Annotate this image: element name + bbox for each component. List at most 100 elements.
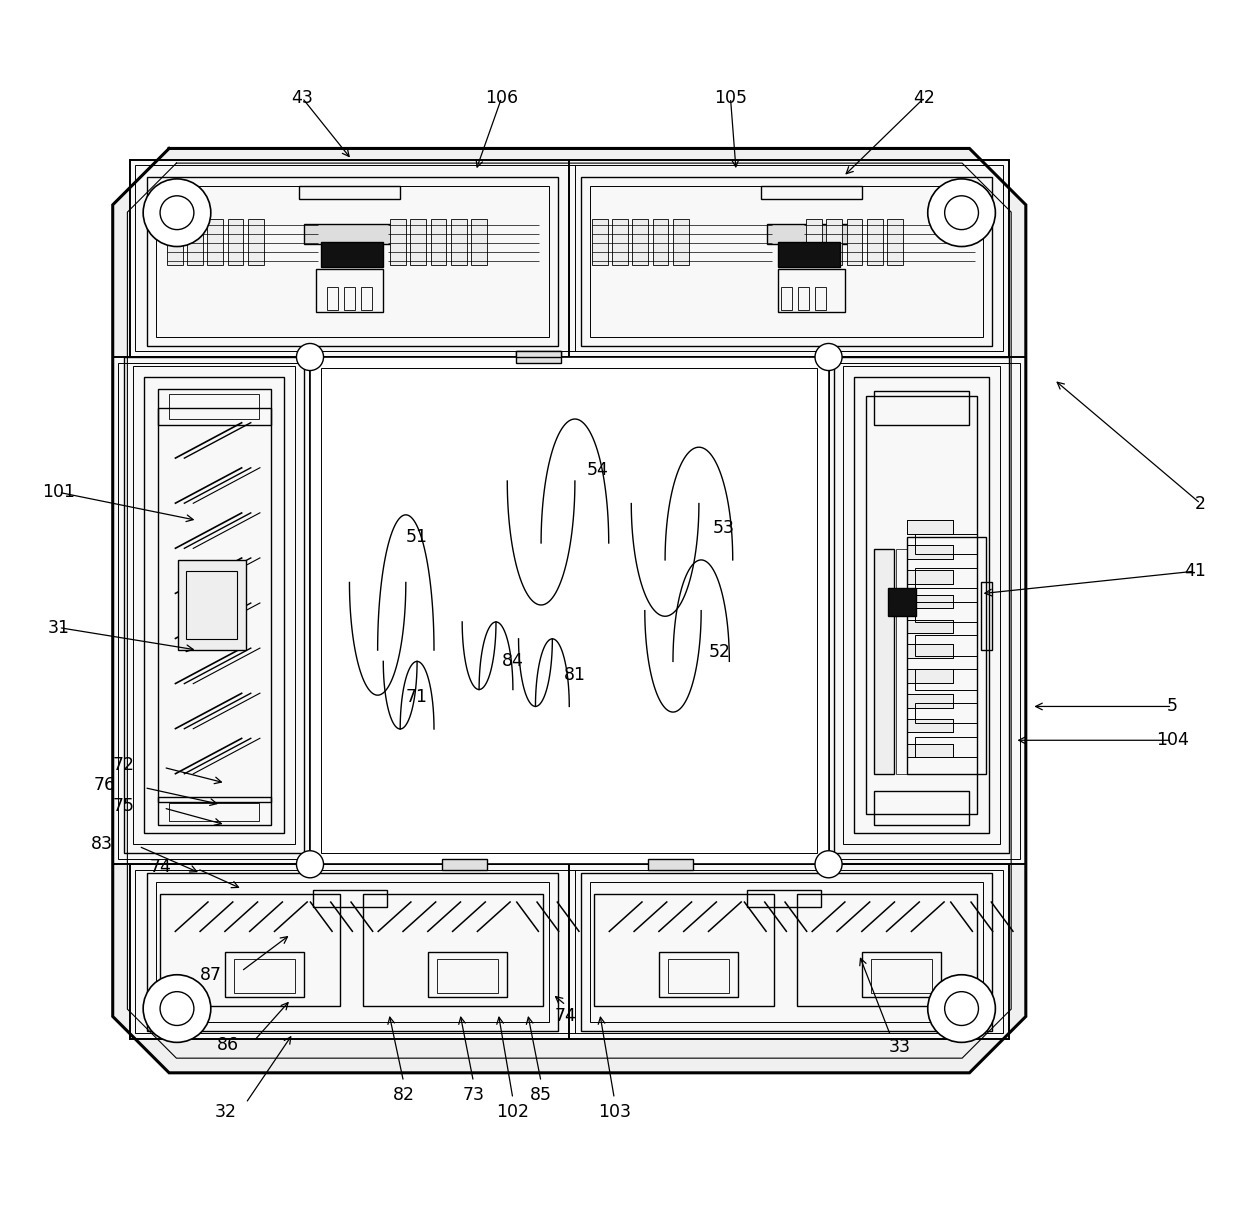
Bar: [589, 882, 983, 1022]
Bar: [915, 534, 977, 554]
Bar: [157, 388, 270, 425]
Bar: [777, 269, 846, 312]
Bar: [187, 219, 203, 265]
Bar: [391, 219, 405, 265]
Text: 86: 86: [217, 1036, 239, 1054]
Text: 87: 87: [200, 966, 222, 984]
Circle shape: [815, 851, 842, 877]
Bar: [908, 620, 952, 633]
Text: 103: 103: [598, 1104, 631, 1122]
Text: 74: 74: [149, 858, 171, 876]
Bar: [908, 570, 952, 583]
Bar: [915, 567, 977, 588]
Bar: [835, 363, 1021, 859]
Bar: [835, 357, 1009, 853]
Text: 5: 5: [1167, 697, 1178, 715]
Text: 43: 43: [291, 88, 312, 106]
Bar: [632, 219, 649, 265]
Bar: [668, 960, 729, 992]
Circle shape: [160, 992, 193, 1025]
Bar: [146, 874, 558, 1031]
Bar: [314, 891, 387, 908]
Bar: [799, 287, 810, 310]
Text: 82: 82: [393, 1087, 414, 1105]
Bar: [321, 242, 383, 267]
Bar: [207, 219, 223, 265]
Bar: [186, 571, 237, 639]
Bar: [797, 893, 977, 1007]
Text: 105: 105: [714, 88, 746, 106]
Bar: [363, 893, 543, 1007]
Text: 84: 84: [502, 652, 523, 670]
Bar: [580, 177, 992, 346]
Bar: [135, 166, 1003, 351]
Bar: [299, 185, 401, 200]
Circle shape: [815, 344, 842, 370]
Text: 52: 52: [708, 644, 730, 662]
Bar: [135, 870, 1003, 1033]
Bar: [613, 219, 627, 265]
Bar: [234, 960, 295, 992]
Bar: [915, 669, 977, 690]
Bar: [908, 695, 952, 708]
Bar: [451, 219, 466, 265]
Bar: [316, 269, 383, 312]
Bar: [888, 588, 916, 616]
Bar: [867, 219, 883, 265]
Bar: [438, 960, 498, 992]
Bar: [649, 859, 693, 870]
Bar: [130, 864, 1009, 1039]
Bar: [874, 791, 970, 825]
Bar: [866, 397, 977, 813]
Circle shape: [928, 179, 996, 247]
Bar: [915, 601, 977, 622]
Text: 75: 75: [113, 796, 135, 814]
Bar: [806, 219, 822, 265]
Circle shape: [160, 196, 193, 230]
Bar: [908, 546, 952, 559]
Bar: [908, 595, 952, 609]
Bar: [133, 365, 295, 845]
Bar: [908, 570, 952, 583]
Bar: [310, 357, 828, 864]
Text: 76: 76: [94, 777, 115, 794]
Circle shape: [143, 975, 211, 1042]
Text: 53: 53: [713, 519, 735, 537]
Bar: [594, 893, 775, 1007]
Text: 72: 72: [113, 756, 135, 774]
Bar: [589, 185, 983, 336]
Bar: [761, 185, 862, 200]
Bar: [155, 882, 549, 1022]
Bar: [441, 859, 487, 870]
Bar: [157, 796, 270, 825]
Text: 104: 104: [1156, 731, 1189, 749]
Bar: [226, 952, 304, 997]
Bar: [660, 952, 738, 997]
Bar: [471, 219, 487, 265]
Circle shape: [296, 344, 324, 370]
Bar: [826, 219, 842, 265]
Bar: [155, 185, 549, 336]
Text: 106: 106: [485, 88, 518, 106]
Bar: [828, 357, 1025, 864]
Bar: [304, 224, 394, 244]
Text: 31: 31: [47, 618, 69, 636]
Bar: [908, 520, 952, 534]
Bar: [862, 952, 941, 997]
Circle shape: [143, 179, 211, 247]
Bar: [410, 219, 427, 265]
Bar: [897, 548, 908, 774]
Bar: [874, 548, 894, 774]
Bar: [908, 595, 952, 609]
Bar: [908, 537, 986, 774]
Text: 81: 81: [564, 666, 587, 684]
Bar: [748, 891, 821, 908]
Bar: [908, 695, 952, 708]
Bar: [915, 635, 977, 656]
Bar: [160, 893, 341, 1007]
Text: 41: 41: [1184, 563, 1205, 580]
Text: 101: 101: [42, 483, 76, 501]
Bar: [428, 952, 507, 997]
Bar: [777, 242, 839, 267]
Bar: [169, 803, 259, 822]
